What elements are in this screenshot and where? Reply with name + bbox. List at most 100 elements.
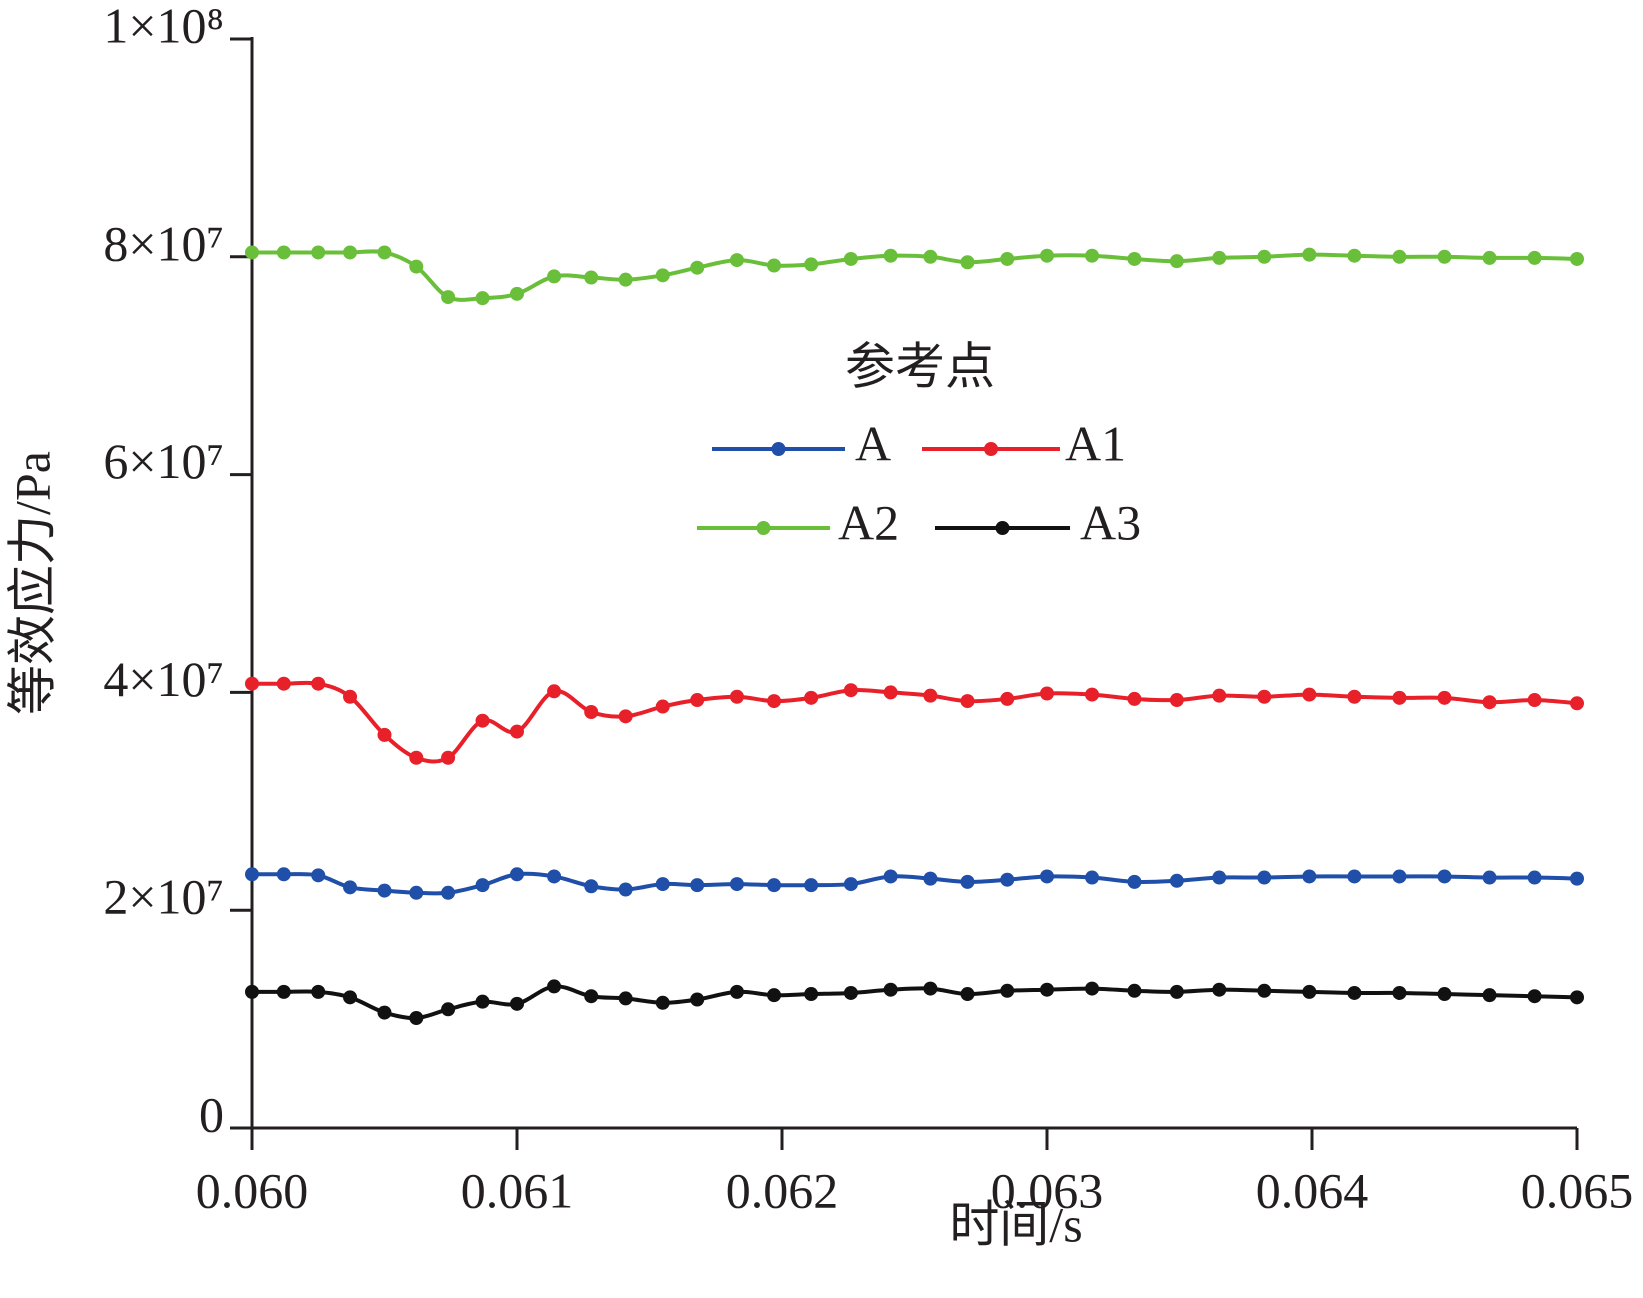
- marker: [1482, 988, 1497, 1003]
- marker: [245, 676, 259, 691]
- marker: [618, 272, 633, 287]
- x-axis-label: 时间/s: [949, 1196, 1082, 1252]
- x-tick-label: 0.064: [1256, 1162, 1369, 1218]
- marker: [475, 713, 490, 728]
- marker: [1040, 982, 1054, 997]
- marker: [618, 882, 633, 897]
- marker: [584, 705, 599, 720]
- marker: [245, 867, 259, 882]
- marker: [804, 690, 819, 705]
- marker: [655, 995, 670, 1010]
- marker: [1482, 695, 1497, 710]
- marker: [729, 253, 744, 268]
- marker: [690, 992, 705, 1007]
- marker: [883, 248, 898, 263]
- legend-label: A1: [1065, 415, 1126, 471]
- marker: [311, 245, 326, 260]
- marker: [409, 1011, 424, 1026]
- marker: [767, 988, 782, 1003]
- marker: [510, 996, 524, 1011]
- marker: [441, 750, 456, 765]
- marker: [1127, 251, 1142, 266]
- marker: [1169, 254, 1184, 269]
- marker: [409, 885, 424, 900]
- y-tick-label: 4×10⁷: [103, 651, 224, 707]
- marker: [1302, 984, 1317, 999]
- marker: [1212, 982, 1227, 997]
- marker: [1527, 870, 1542, 885]
- marker: [343, 990, 358, 1005]
- x-tick-label: 0.062: [726, 1162, 839, 1218]
- marker: [311, 676, 326, 691]
- marker: [655, 877, 670, 892]
- marker: [804, 878, 819, 893]
- marker: [475, 994, 490, 1009]
- marker: [767, 878, 782, 893]
- marker: [547, 269, 562, 284]
- marker: [1127, 691, 1142, 706]
- legend-label: A: [855, 415, 891, 471]
- marker: [1000, 872, 1015, 887]
- y-tick-label: 8×10⁷: [103, 215, 224, 271]
- marker: [1085, 870, 1100, 885]
- marker: [883, 685, 898, 700]
- marker: [1392, 690, 1407, 705]
- marker: [1212, 870, 1227, 885]
- marker: [960, 255, 975, 270]
- marker: [1257, 689, 1272, 704]
- marker: [923, 249, 938, 264]
- marker: [276, 984, 291, 999]
- marker: [767, 694, 782, 709]
- marker: [1169, 873, 1184, 888]
- x-tick-label: 0.061: [461, 1162, 574, 1218]
- marker: [923, 688, 938, 703]
- marker: [923, 871, 938, 886]
- marker: [655, 268, 670, 283]
- marker: [655, 699, 670, 714]
- marker: [1257, 983, 1272, 998]
- marker: [883, 982, 898, 997]
- legend-label: A3: [1080, 494, 1141, 550]
- marker: [547, 684, 562, 699]
- marker: [1000, 983, 1015, 998]
- marker: [729, 689, 744, 704]
- y-tick-label: 2×10⁷: [103, 869, 224, 925]
- marker: [1302, 687, 1317, 702]
- marker: [804, 987, 819, 1002]
- marker: [1000, 251, 1015, 266]
- marker: [510, 724, 524, 739]
- marker: [1302, 247, 1317, 262]
- marker: [510, 867, 524, 882]
- marker: [923, 981, 938, 996]
- marker: [767, 258, 782, 273]
- marker: [1570, 251, 1584, 266]
- marker: [843, 877, 858, 892]
- marker: [377, 245, 392, 260]
- marker: [804, 257, 819, 272]
- marker: [343, 880, 358, 895]
- marker: [1347, 985, 1362, 1000]
- marker: [960, 874, 975, 889]
- marker: [441, 885, 456, 900]
- marker: [690, 878, 705, 893]
- marker: [1527, 250, 1542, 265]
- marker: [311, 984, 326, 999]
- marker: [1347, 869, 1362, 884]
- marker: [1085, 248, 1100, 263]
- legend-marker: [995, 521, 1010, 535]
- legend-marker: [984, 442, 998, 456]
- y-tick-label: 1×10⁸: [103, 0, 224, 53]
- marker: [245, 245, 259, 260]
- marker: [1482, 250, 1497, 265]
- marker: [1085, 981, 1100, 996]
- marker: [276, 867, 291, 882]
- marker: [1570, 871, 1584, 886]
- marker: [441, 290, 456, 305]
- legend-marker: [756, 521, 771, 535]
- marker: [1527, 693, 1542, 708]
- marker: [441, 1002, 456, 1017]
- marker: [1347, 689, 1362, 704]
- marker: [843, 985, 858, 1000]
- marker: [409, 259, 424, 274]
- marker: [960, 987, 975, 1002]
